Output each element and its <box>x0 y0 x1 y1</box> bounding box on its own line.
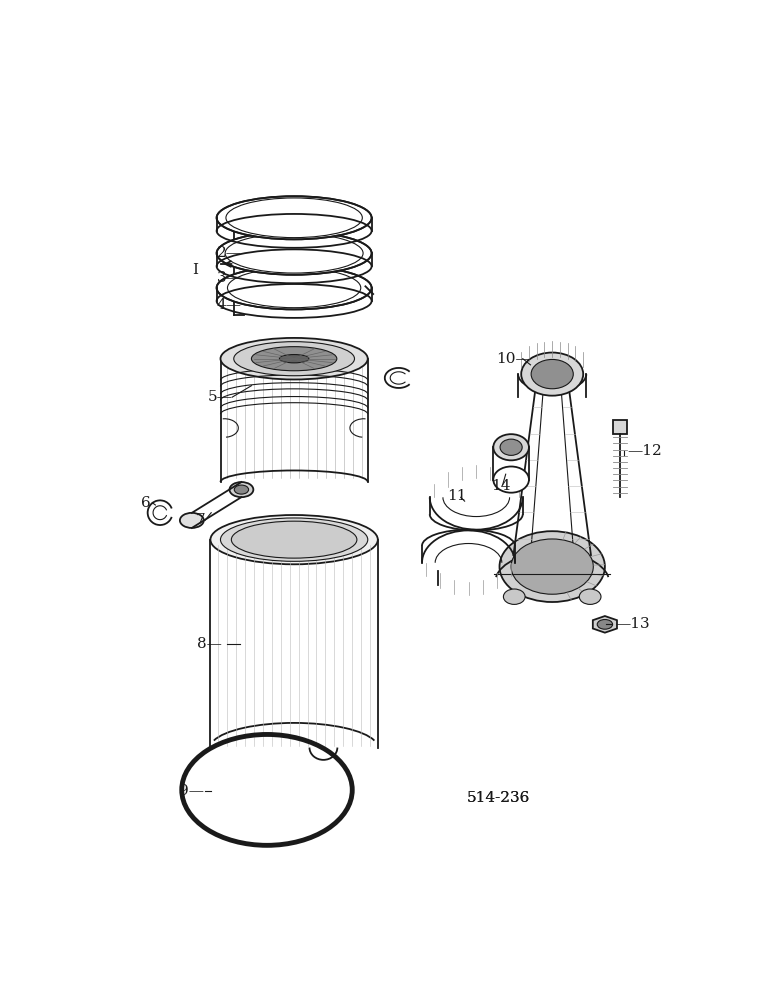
Polygon shape <box>593 616 617 633</box>
Ellipse shape <box>503 589 525 604</box>
Ellipse shape <box>521 353 583 396</box>
Ellipse shape <box>279 355 309 363</box>
Text: 14: 14 <box>491 479 510 493</box>
Text: 4—: 4— <box>217 298 242 312</box>
Text: 5—: 5— <box>208 390 232 404</box>
Ellipse shape <box>229 482 253 497</box>
Text: —13: —13 <box>616 617 650 631</box>
Text: 8—: 8— <box>198 637 222 651</box>
Ellipse shape <box>531 359 574 389</box>
Polygon shape <box>613 420 627 434</box>
Ellipse shape <box>500 439 522 455</box>
Ellipse shape <box>211 515 378 564</box>
Ellipse shape <box>221 518 367 561</box>
Ellipse shape <box>493 466 529 493</box>
Text: 7: 7 <box>195 513 205 527</box>
Text: 11: 11 <box>447 489 466 503</box>
Ellipse shape <box>493 434 529 460</box>
Ellipse shape <box>217 266 371 309</box>
Ellipse shape <box>579 589 601 604</box>
Ellipse shape <box>232 521 357 558</box>
Text: 9—: 9— <box>178 784 204 798</box>
Text: 10—: 10— <box>496 352 531 366</box>
Text: 6: 6 <box>141 496 151 510</box>
Text: 514-236: 514-236 <box>466 791 530 805</box>
Text: 2—: 2— <box>217 246 242 260</box>
Ellipse shape <box>598 619 612 629</box>
Text: 3—: 3— <box>217 271 242 285</box>
Ellipse shape <box>180 513 204 528</box>
Ellipse shape <box>221 338 367 379</box>
Ellipse shape <box>499 531 605 602</box>
Ellipse shape <box>511 539 594 594</box>
Ellipse shape <box>252 347 337 371</box>
Ellipse shape <box>217 196 371 239</box>
Ellipse shape <box>217 232 371 275</box>
Ellipse shape <box>234 485 249 494</box>
Ellipse shape <box>234 342 354 376</box>
Text: —12: —12 <box>628 444 662 458</box>
Text: I: I <box>191 263 198 277</box>
Text: 514-236: 514-236 <box>466 791 530 805</box>
